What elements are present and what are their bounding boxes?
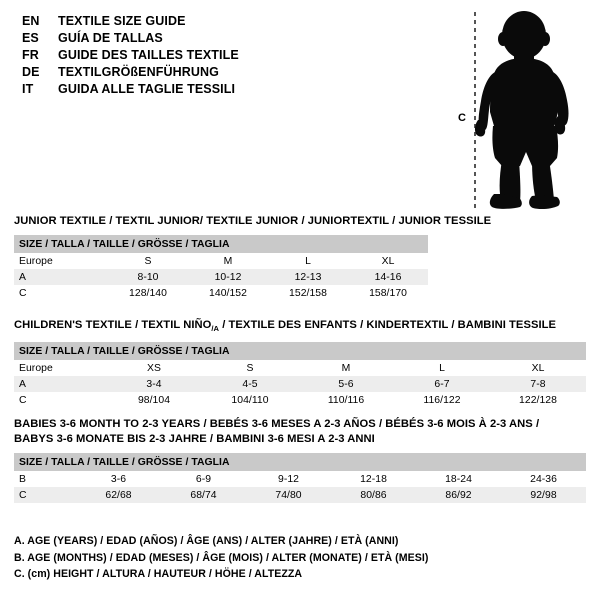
- language-code: DE: [22, 65, 40, 79]
- cell: 14-16: [348, 269, 429, 285]
- table-row: B 3-6 6-9 9-12 12-18 18-24 24-36: [14, 471, 587, 487]
- cell: 9-12: [246, 471, 331, 487]
- cell: 7-8: [490, 376, 586, 393]
- cell: XL: [348, 253, 429, 269]
- cell: 122/128: [490, 392, 586, 409]
- table-row: Europe S M L XL: [14, 253, 429, 269]
- row-label: B: [14, 471, 76, 487]
- language-row: DE TEXTILGRÖßENFÜHRUNG: [22, 64, 442, 81]
- cell: 98/104: [106, 392, 202, 409]
- legend-footnotes: A. AGE (YEARS) / EDAD (AÑOS) / ÂGE (ANS)…: [14, 533, 428, 583]
- row-label: Europe: [14, 253, 108, 269]
- cell: 3-6: [76, 471, 161, 487]
- language-title: GUIDE DES TAILLES TEXTILE: [58, 48, 239, 62]
- language-code: EN: [22, 14, 40, 28]
- row-label: C: [14, 487, 76, 503]
- section-junior-textile: JUNIOR TEXTILE / TEXTIL JUNIOR/ TEXTILE …: [14, 214, 492, 301]
- cell: M: [298, 360, 394, 377]
- cell: 92/98: [501, 487, 587, 503]
- table-row: C 98/104 104/110 110/116 116/122 122/128: [14, 392, 586, 409]
- cell: 6-9: [161, 471, 246, 487]
- footnote-a: A. AGE (YEARS) / EDAD (AÑOS) / ÂGE (ANS)…: [14, 535, 399, 547]
- section-title-post: / TEXTILE DES ENFANTS / KINDERTEXTIL / B…: [219, 319, 557, 331]
- footnote-b: B. AGE (MONTHS) / EDAD (MESES) / ÂGE (MO…: [14, 551, 429, 564]
- cell: 128/140: [108, 285, 188, 301]
- size-bar-label: SIZE / TALLA / TAILLE / GRÖSSE / TAGLIA: [14, 453, 587, 471]
- cell: 140/152: [188, 285, 268, 301]
- row-label: C: [14, 285, 108, 301]
- height-illustration: C: [450, 8, 595, 213]
- language-title: GUÍA DE TALLAS: [58, 31, 163, 45]
- section-title: CHILDREN'S TEXTILE / TEXTIL NIÑO/A / TEX…: [14, 318, 586, 336]
- table-header-row: SIZE / TALLA / TAILLE / GRÖSSE / TAGLIA: [14, 453, 587, 471]
- language-title: TEXTILE SIZE GUIDE: [58, 14, 186, 28]
- row-label: C: [14, 392, 106, 409]
- table-row: C 62/68 68/74 74/80 80/86 86/92 92/98: [14, 487, 587, 503]
- cell: 152/158: [268, 285, 348, 301]
- cell: S: [202, 360, 298, 377]
- size-bar-label: SIZE / TALLA / TAILLE / GRÖSSE / TAGLIA: [14, 342, 586, 361]
- section-title-line1: BABIES 3-6 MONTH TO 2-3 YEARS / BEBÉS 3-…: [14, 418, 540, 430]
- row-label: Europe: [14, 360, 106, 377]
- table-row: Europe XS S M L XL: [14, 360, 586, 377]
- height-measure-label: C: [458, 112, 466, 124]
- children-size-table: SIZE / TALLA / TAILLE / GRÖSSE / TAGLIA …: [14, 342, 586, 409]
- language-title: GUIDA ALLE TAGLIE TESSILI: [58, 82, 236, 96]
- row-label: A: [14, 376, 106, 393]
- cell: 18-24: [416, 471, 501, 487]
- size-bar-label: SIZE / TALLA / TAILLE / GRÖSSE / TAGLIA: [14, 235, 429, 253]
- cell: S: [108, 253, 188, 269]
- footnote-c: C. (cm) HEIGHT / ALTURA / HAUTEUR / HÖHE…: [14, 568, 303, 580]
- toddler-body: [474, 11, 569, 210]
- section-title-subscript: /A: [211, 324, 220, 334]
- section-title-line2: BABYS 3-6 MONATE BIS 2-3 JAHRE / BAMBINI…: [14, 433, 375, 445]
- language-code: ES: [22, 31, 39, 45]
- babies-size-table: SIZE / TALLA / TAILLE / GRÖSSE / TAGLIA …: [14, 453, 587, 503]
- language-row: FR GUIDE DES TAILLES TEXTILE: [22, 47, 442, 64]
- language-title: TEXTILGRÖßENFÜHRUNG: [58, 65, 219, 79]
- cell: XL: [490, 360, 586, 377]
- cell: 158/170: [348, 285, 429, 301]
- cell: 6-7: [394, 376, 490, 393]
- table-row: C 128/140 140/152 152/158 158/170: [14, 285, 429, 301]
- cell: L: [394, 360, 490, 377]
- cell: 104/110: [202, 392, 298, 409]
- cell: 116/122: [394, 392, 490, 409]
- cell: 86/92: [416, 487, 501, 503]
- cell: XS: [106, 360, 202, 377]
- section-title: JUNIOR TEXTILE / TEXTIL JUNIOR/ TEXTILE …: [14, 215, 492, 227]
- section-babies-textile: BABIES 3-6 MONTH TO 2-3 YEARS / BEBÉS 3-…: [14, 417, 587, 503]
- cell: 12-13: [268, 269, 348, 285]
- language-code: IT: [22, 82, 34, 96]
- cell: 8-10: [108, 269, 188, 285]
- cell: 68/74: [161, 487, 246, 503]
- table-row: A 8-10 10-12 12-13 14-16: [14, 269, 429, 285]
- section-title-pre: CHILDREN'S TEXTILE / TEXTIL NIÑO: [14, 319, 212, 331]
- table-row: A 3-4 4-5 5-6 6-7 7-8: [14, 376, 586, 393]
- language-row: EN TEXTILE SIZE GUIDE: [22, 13, 442, 30]
- cell: 74/80: [246, 487, 331, 503]
- language-row: IT GUIDA ALLE TAGLIE TESSILI: [22, 81, 442, 98]
- junior-size-table: SIZE / TALLA / TAILLE / GRÖSSE / TAGLIA …: [14, 235, 429, 301]
- cell: 5-6: [298, 376, 394, 393]
- cell: 110/116: [298, 392, 394, 409]
- cell: 3-4: [106, 376, 202, 393]
- cell: 10-12: [188, 269, 268, 285]
- language-code: FR: [22, 48, 39, 62]
- section-childrens-textile: CHILDREN'S TEXTILE / TEXTIL NIÑO/A / TEX…: [14, 318, 586, 409]
- cell: L: [268, 253, 348, 269]
- cell: 12-18: [331, 471, 416, 487]
- table-header-row: SIZE / TALLA / TAILLE / GRÖSSE / TAGLIA: [14, 342, 586, 361]
- language-title-block: EN TEXTILE SIZE GUIDE ES GUÍA DE TALLAS …: [22, 13, 442, 98]
- cell: 80/86: [331, 487, 416, 503]
- table-header-row: SIZE / TALLA / TAILLE / GRÖSSE / TAGLIA: [14, 235, 429, 253]
- cell: 24-36: [501, 471, 587, 487]
- cell: M: [188, 253, 268, 269]
- toddler-silhouette-icon: [474, 11, 569, 210]
- row-label: A: [14, 269, 108, 285]
- cell: 4-5: [202, 376, 298, 393]
- cell: 62/68: [76, 487, 161, 503]
- language-row: ES GUÍA DE TALLAS: [22, 30, 442, 47]
